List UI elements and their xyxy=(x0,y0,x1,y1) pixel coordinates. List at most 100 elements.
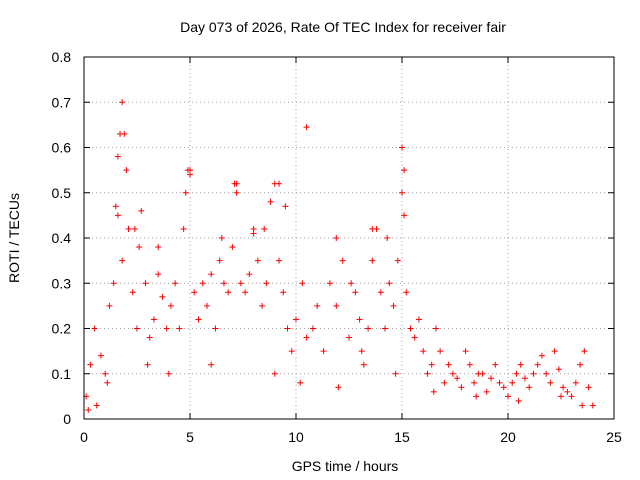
data-point xyxy=(267,198,274,205)
data-point xyxy=(492,361,499,368)
x-tick-label: 15 xyxy=(394,429,410,445)
data-point xyxy=(242,289,249,296)
data-point xyxy=(505,393,511,400)
data-point xyxy=(589,402,596,409)
scatter-points xyxy=(83,99,596,413)
data-point xyxy=(131,225,138,232)
data-point xyxy=(110,280,117,287)
data-point xyxy=(530,370,537,377)
data-point xyxy=(125,225,132,232)
data-point xyxy=(114,153,121,160)
data-point xyxy=(233,189,240,196)
data-point xyxy=(369,225,376,232)
data-point xyxy=(150,316,157,323)
data-point xyxy=(568,393,575,400)
data-point xyxy=(199,280,206,287)
data-point xyxy=(462,348,469,355)
data-point xyxy=(360,361,367,368)
y-tick-labels: 0 0.1 0.2 0.3 0.4 0.5 0.6 0.7 0.8 xyxy=(52,49,72,427)
data-point xyxy=(138,207,145,214)
data-point xyxy=(282,203,289,210)
data-point xyxy=(104,379,111,386)
data-point xyxy=(441,379,448,386)
data-point xyxy=(212,325,219,332)
data-point xyxy=(445,361,452,368)
data-point xyxy=(297,379,304,386)
data-point xyxy=(581,348,588,355)
data-point xyxy=(218,235,225,241)
data-point xyxy=(401,167,408,174)
data-point xyxy=(577,361,584,368)
y-tick-label: 0.4 xyxy=(52,230,72,246)
y-tick-label: 0.1 xyxy=(52,366,72,382)
data-point xyxy=(293,316,299,323)
data-point xyxy=(85,406,92,413)
data-point xyxy=(471,379,478,386)
data-point xyxy=(579,402,586,409)
x-axis-label: GPS time / hours xyxy=(292,458,399,474)
data-point xyxy=(220,280,227,287)
data-point xyxy=(333,235,340,241)
data-point xyxy=(352,289,359,296)
data-point xyxy=(254,257,261,264)
x-tick-label: 20 xyxy=(500,429,516,445)
data-point xyxy=(534,361,541,368)
data-point xyxy=(521,375,528,382)
data-point xyxy=(560,384,567,391)
data-point xyxy=(163,325,170,332)
data-point xyxy=(392,370,399,377)
data-point xyxy=(303,334,310,341)
data-point xyxy=(106,302,113,309)
data-point xyxy=(165,370,172,377)
data-point xyxy=(303,124,310,131)
axis-ticks xyxy=(83,56,615,420)
data-point xyxy=(428,361,435,368)
data-point xyxy=(401,212,408,219)
data-point xyxy=(191,289,198,296)
data-point xyxy=(509,379,516,386)
data-point xyxy=(551,348,558,355)
data-point xyxy=(415,316,422,323)
data-point xyxy=(526,384,533,391)
data-point xyxy=(216,257,223,264)
data-point xyxy=(231,180,238,187)
y-axis-label: ROTI / TECUs xyxy=(6,193,22,283)
data-point xyxy=(496,379,503,386)
data-point xyxy=(314,302,321,309)
data-point xyxy=(488,375,495,382)
data-point xyxy=(538,352,545,359)
data-point xyxy=(432,325,439,332)
data-point xyxy=(114,212,121,219)
data-point xyxy=(326,280,333,287)
data-point xyxy=(333,302,340,309)
data-point xyxy=(276,180,283,187)
data-point xyxy=(369,257,376,264)
data-point xyxy=(97,352,104,359)
data-point xyxy=(356,316,363,323)
y-tick-label: 0.3 xyxy=(52,275,72,291)
data-point xyxy=(172,280,179,287)
data-point xyxy=(365,325,372,332)
data-point xyxy=(558,393,564,400)
data-point xyxy=(382,325,389,332)
y-tick-label: 0 xyxy=(63,411,71,427)
data-point xyxy=(208,361,215,368)
data-point xyxy=(411,334,418,341)
data-point xyxy=(167,302,174,309)
data-point xyxy=(513,370,520,377)
data-point xyxy=(466,361,473,368)
data-point xyxy=(93,402,100,409)
data-point xyxy=(261,225,268,232)
y-tick-label: 0.5 xyxy=(52,185,72,201)
data-point xyxy=(280,289,287,296)
data-point xyxy=(564,388,571,395)
data-point xyxy=(112,203,119,210)
data-point xyxy=(384,235,391,241)
data-point xyxy=(155,244,162,251)
data-point xyxy=(407,325,414,332)
data-point xyxy=(348,280,355,287)
x-tick-label: 25 xyxy=(606,429,622,445)
data-point xyxy=(142,280,149,287)
data-point xyxy=(386,280,393,287)
y-tick-label: 0.8 xyxy=(52,49,72,65)
